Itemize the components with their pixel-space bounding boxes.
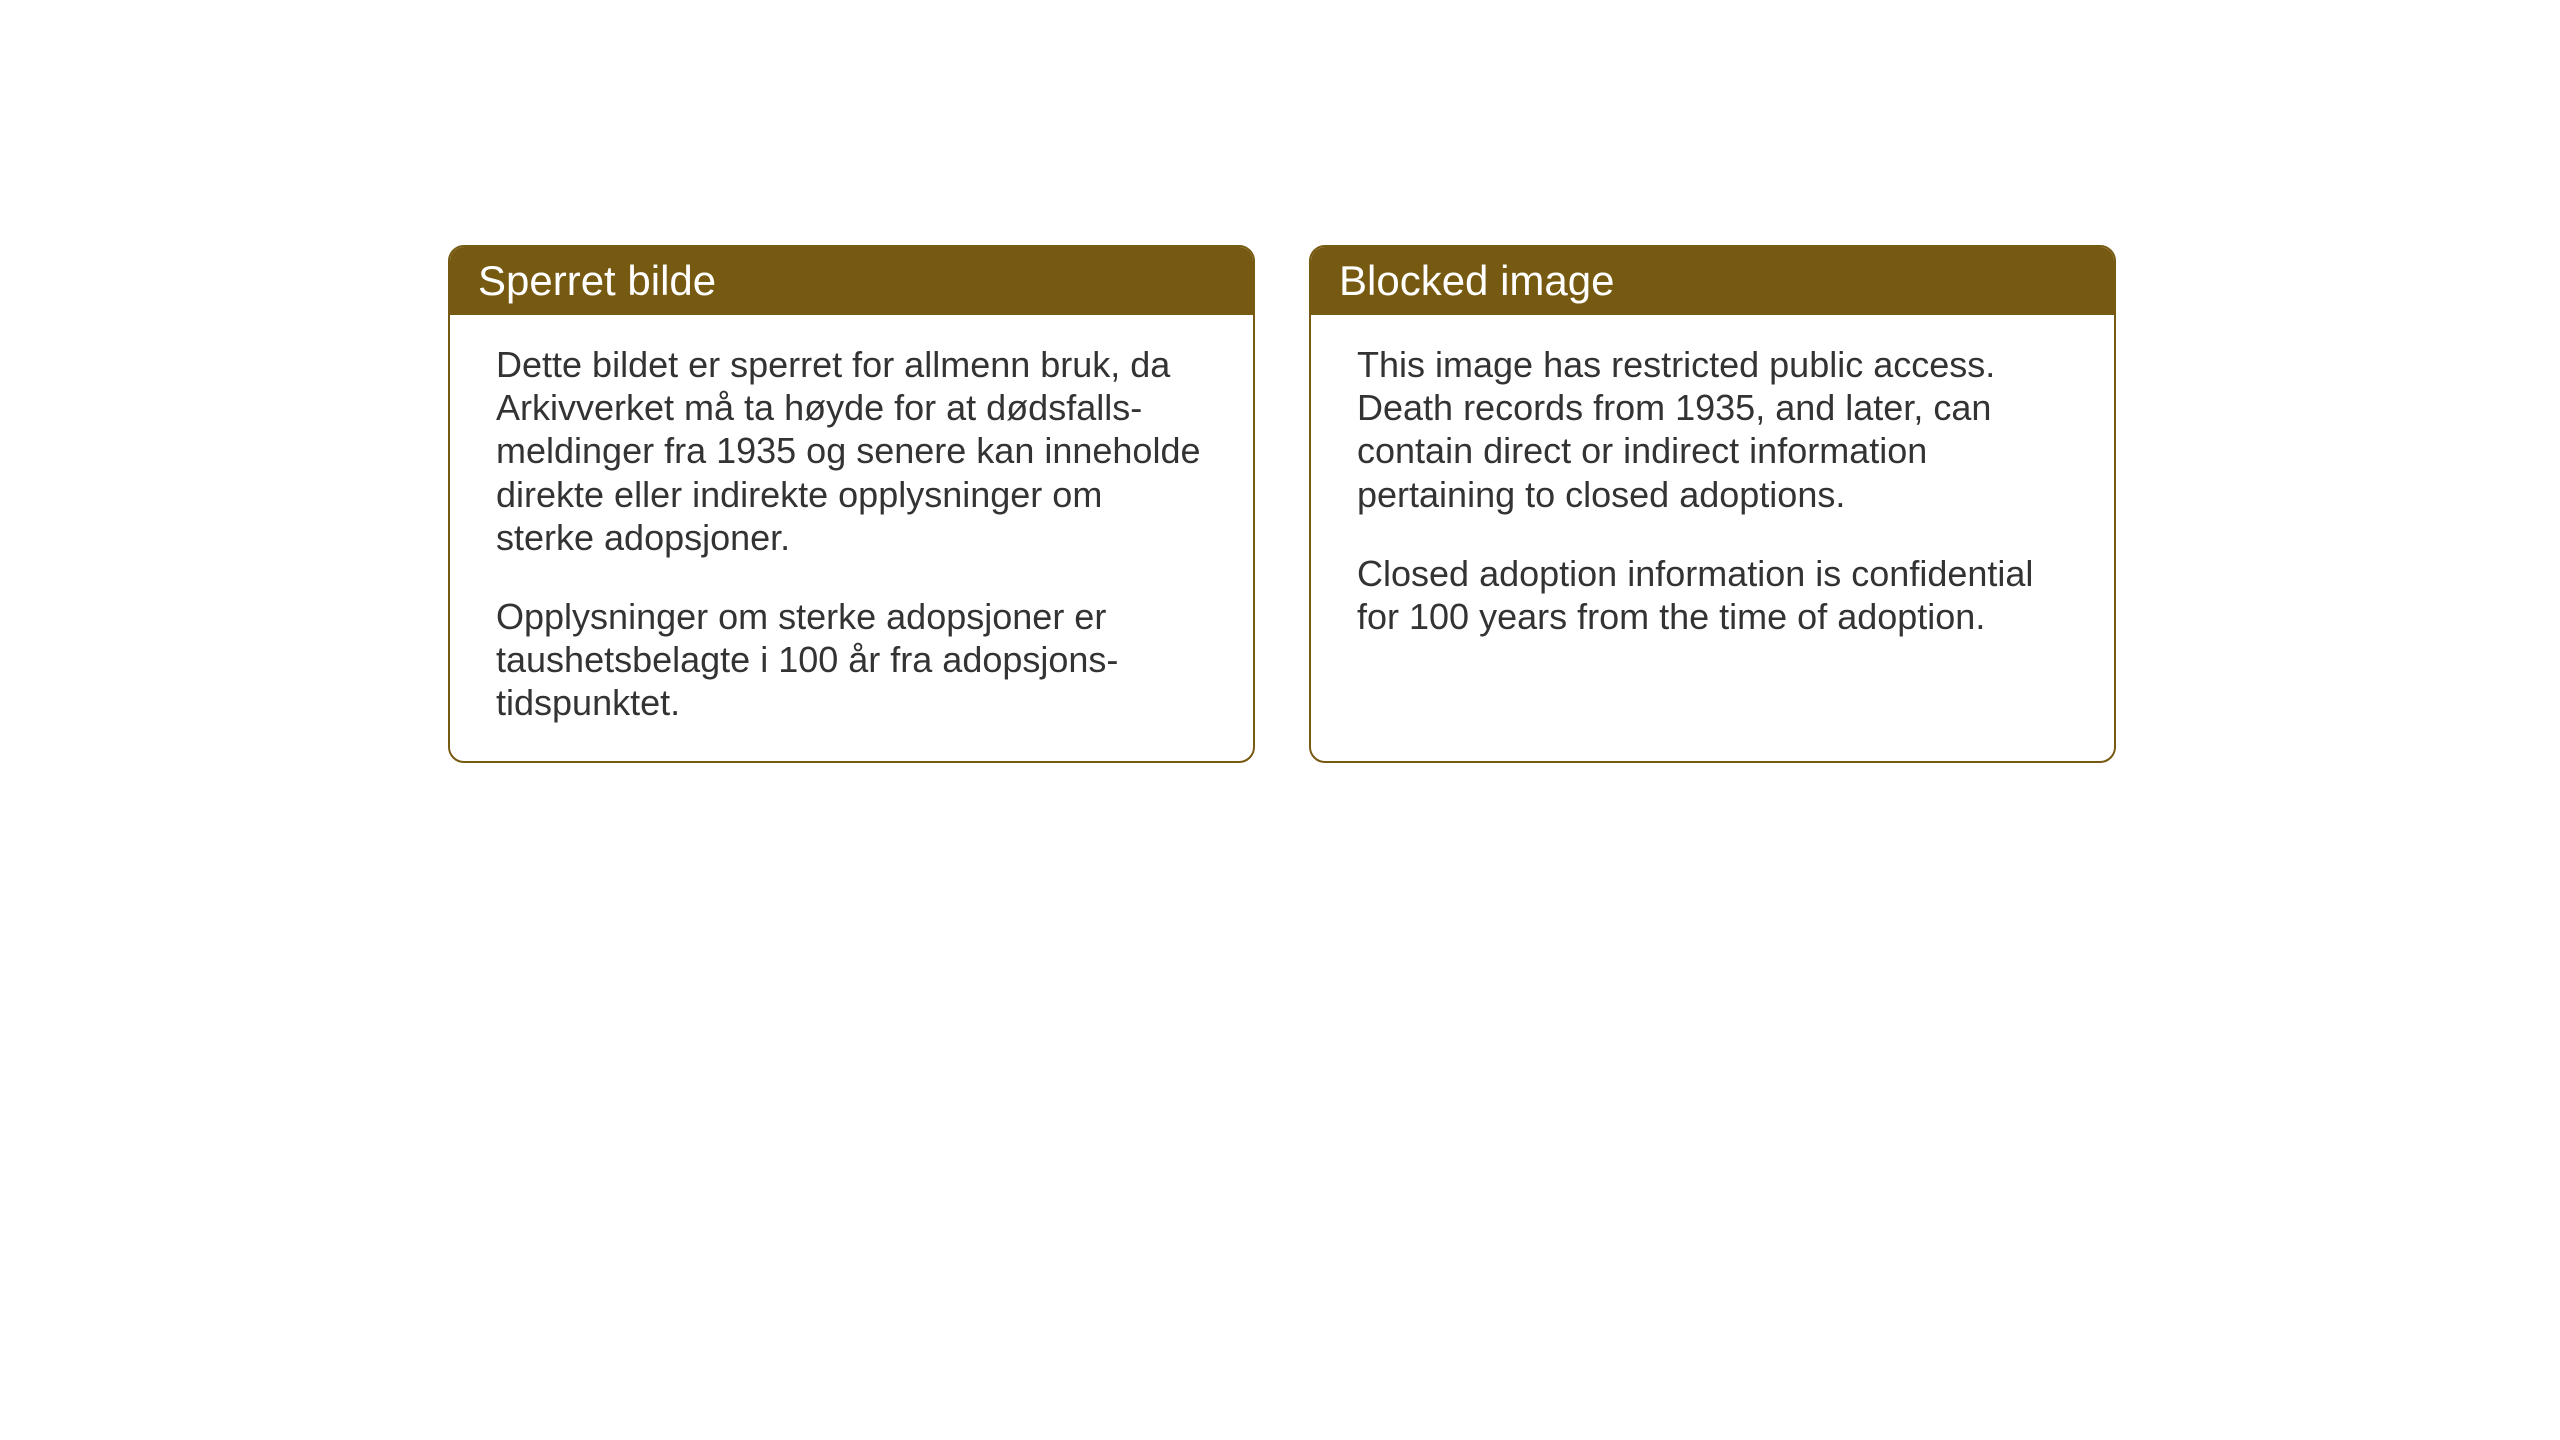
notice-card-norwegian: Sperret bilde Dette bildet er sperret fo… bbox=[448, 245, 1255, 763]
notice-card-paragraph: Closed adoption information is confident… bbox=[1357, 552, 2068, 638]
notice-card-paragraph: Opplysninger om sterke adopsjoner er tau… bbox=[496, 595, 1207, 725]
notice-card-body: Dette bildet er sperret for allmenn bruk… bbox=[450, 315, 1253, 761]
notice-card-title: Blocked image bbox=[1339, 257, 1614, 304]
notice-card-paragraph: This image has restricted public access.… bbox=[1357, 343, 2068, 516]
notice-cards-container: Sperret bilde Dette bildet er sperret fo… bbox=[448, 245, 2116, 763]
notice-card-body: This image has restricted public access.… bbox=[1311, 315, 2114, 674]
notice-card-paragraph: Dette bildet er sperret for allmenn bruk… bbox=[496, 343, 1207, 559]
notice-card-english: Blocked image This image has restricted … bbox=[1309, 245, 2116, 763]
notice-card-title: Sperret bilde bbox=[478, 257, 716, 304]
notice-card-header: Sperret bilde bbox=[450, 247, 1253, 315]
notice-card-header: Blocked image bbox=[1311, 247, 2114, 315]
